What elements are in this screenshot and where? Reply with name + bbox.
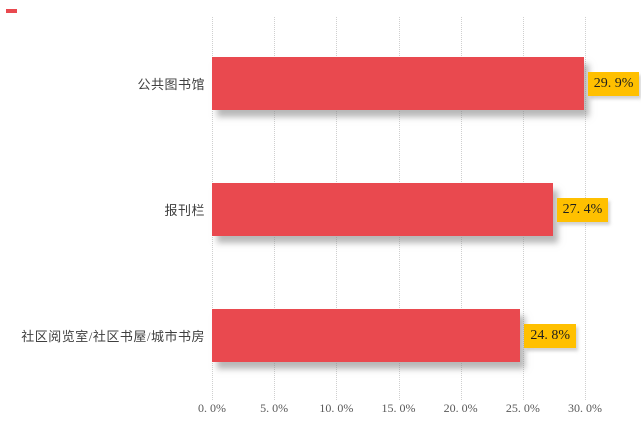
category-label: 社区阅览室/社区书屋/城市书房 [21,329,205,344]
x-tick-label: 15. 0% [381,401,416,415]
x-tick-label: 5. 0% [260,401,289,415]
data-label: 29. 9% [587,71,640,96]
x-tick-label: 30. 0% [568,401,602,415]
x-tick-label: 25. 0% [505,401,540,415]
x-tick-label: 0. 0% [198,401,226,415]
x-tick-label: 10. 0% [319,401,354,415]
bar [212,57,584,110]
category-label: 报刊栏 [164,203,205,218]
data-label: 27. 4% [556,197,609,222]
x-tick-label: 20. 0% [443,401,478,415]
data-label: 24. 8% [524,323,577,348]
corner-red-dash [6,9,17,13]
category-label: 公共图书馆 [137,77,205,92]
bar [212,309,521,362]
bar [212,183,553,236]
